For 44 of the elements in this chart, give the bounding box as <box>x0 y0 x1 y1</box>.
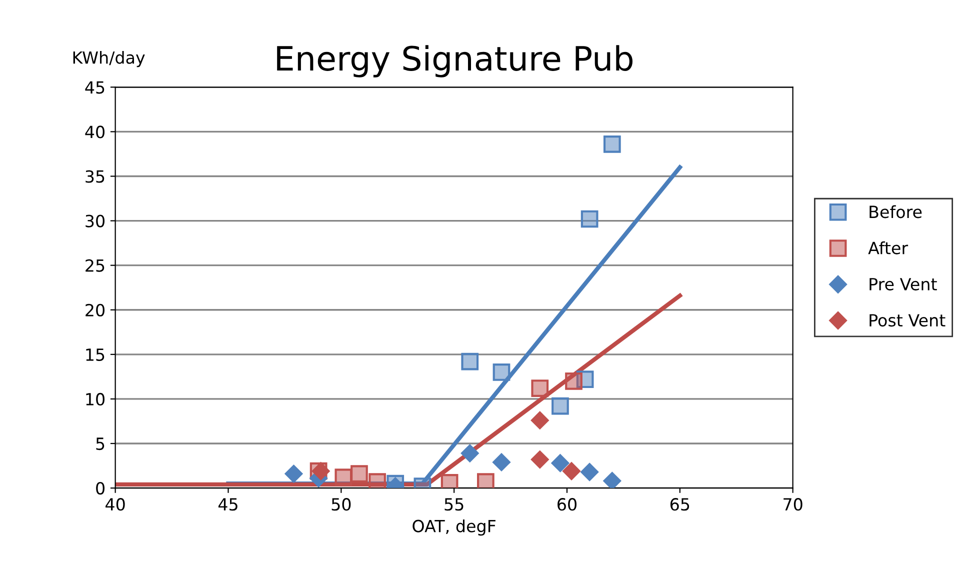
x-tick-label: 50 <box>332 498 351 511</box>
y-tick-label: 15 <box>86 348 104 361</box>
point <box>492 453 510 472</box>
legend-label: After <box>868 241 908 254</box>
point <box>562 462 580 480</box>
y-tick-label: 5 <box>96 438 104 450</box>
y-tick-label: 10 <box>86 392 104 406</box>
point <box>603 135 621 153</box>
point <box>551 454 570 472</box>
x-tick-label: 65 <box>670 498 690 511</box>
y-tick-label: 45 <box>85 81 104 94</box>
x-tick-label: 70 <box>784 498 802 511</box>
point <box>492 364 510 381</box>
point <box>461 352 479 370</box>
point <box>477 473 494 488</box>
chart-title: Energy Signature Pub <box>277 45 632 78</box>
point <box>368 473 386 488</box>
point <box>284 464 303 483</box>
legend-label: Before <box>870 205 922 218</box>
point <box>580 463 598 481</box>
x-tick-label: 40 <box>106 498 125 511</box>
legend-label: Pre Vent <box>870 278 937 290</box>
y-tick-label: 0 <box>96 482 104 495</box>
legend-label: Post Vent <box>870 314 946 327</box>
point <box>565 372 582 390</box>
y-tick-label: 40 <box>85 126 104 138</box>
point <box>460 444 479 462</box>
x-tick-label: 55 <box>444 498 464 511</box>
y-tick-label: 35 <box>86 170 104 183</box>
point <box>580 210 598 228</box>
point <box>552 397 569 415</box>
x-tick-label: 60 <box>558 498 576 511</box>
point <box>530 411 549 430</box>
x-axis-title: OAT, degF <box>412 519 496 536</box>
y-axis-title: KWh/day <box>73 50 145 68</box>
y-tick-label: 30 <box>86 214 104 228</box>
x-tick-label: 45 <box>218 498 238 511</box>
point <box>530 450 549 468</box>
y-tick-label: 25 <box>86 259 104 272</box>
y-tick-label: 20 <box>86 304 104 316</box>
point <box>350 465 368 482</box>
point <box>531 380 549 397</box>
point <box>440 474 458 488</box>
point <box>603 472 622 488</box>
